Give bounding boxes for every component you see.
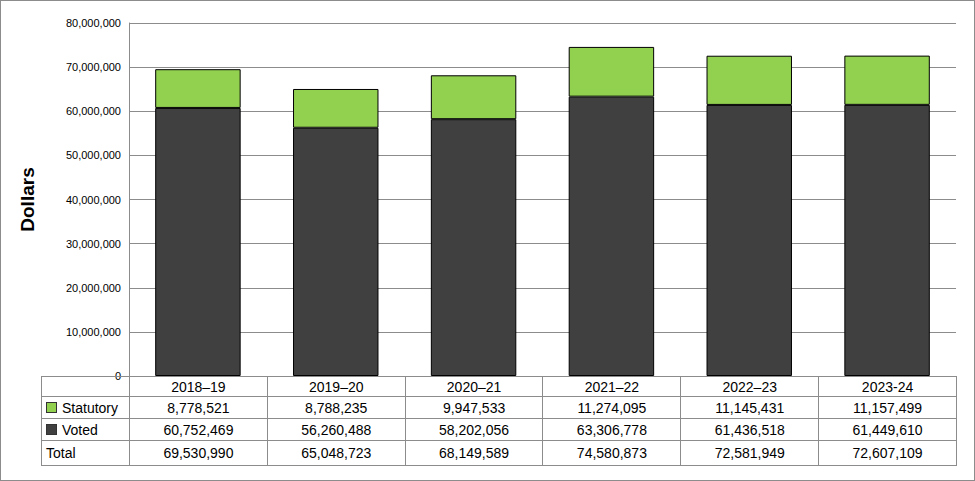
html-text:11,157,499: 11,157,499 <box>853 399 923 416</box>
html-text:Total: Total <box>46 445 76 461</box>
svg-text:30,000,000: 30,000,000 <box>66 238 121 250</box>
html-text:2018–19: 2018–19 <box>171 378 226 395</box>
html-text:2021–22: 2021–22 <box>584 378 640 395</box>
svg-text:80,000,000: 80,000,000 <box>66 17 121 29</box>
html-text:11,145,431: 11,145,431 <box>715 399 785 416</box>
html-text:2022–23: 2022–23 <box>722 378 777 395</box>
html-text:58,202,056: 58,202,056 <box>439 421 510 438</box>
html-text:8,788,235: 8,788,235 <box>305 399 368 416</box>
html-text:2023-24: 2023-24 <box>861 378 914 395</box>
html-text:72,581,949: 72,581,949 <box>714 445 785 461</box>
html-text:72,607,109: 72,607,109 <box>852 445 923 461</box>
html-text:61,436,518: 61,436,518 <box>714 421 785 438</box>
html-text:2020–21: 2020–21 <box>446 378 502 395</box>
svg-text:10,000,000: 10,000,000 <box>66 326 121 338</box>
svg-text:0: 0 <box>114 370 121 382</box>
html-text:63,306,778: 63,306,778 <box>576 421 647 438</box>
svg-text:60,000,000: 60,000,000 <box>66 105 121 117</box>
html-text:61,449,610: 61,449,610 <box>852 421 923 438</box>
html-text:11,274,095: 11,274,095 <box>577 399 647 416</box>
html-text:65,048,723: 65,048,723 <box>301 445 372 461</box>
svg-text:50,000,000: 50,000,000 <box>66 149 121 161</box>
svg-text:40,000,000: 40,000,000 <box>66 194 121 206</box>
html-text:56,260,488: 56,260,488 <box>301 421 372 438</box>
html-text:Statutory: Statutory <box>62 399 118 416</box>
html-text:68,149,589: 68,149,589 <box>439 445 510 461</box>
svg-text:20,000,000: 20,000,000 <box>66 282 121 294</box>
html-text:9,947,533: 9,947,533 <box>442 399 506 416</box>
html-text:74,580,873: 74,580,873 <box>576 445 647 461</box>
html-text:Voted: Voted <box>62 421 98 438</box>
html-text:2019–20: 2019–20 <box>309 378 364 395</box>
svg-text:70,000,000: 70,000,000 <box>66 61 121 73</box>
svg-text:Dollars: Dollars <box>17 167 38 231</box>
html-text:8,778,521: 8,778,521 <box>167 399 230 416</box>
html-text:69,530,990: 69,530,990 <box>163 445 234 461</box>
html-text:60,752,469: 60,752,469 <box>163 421 234 438</box>
